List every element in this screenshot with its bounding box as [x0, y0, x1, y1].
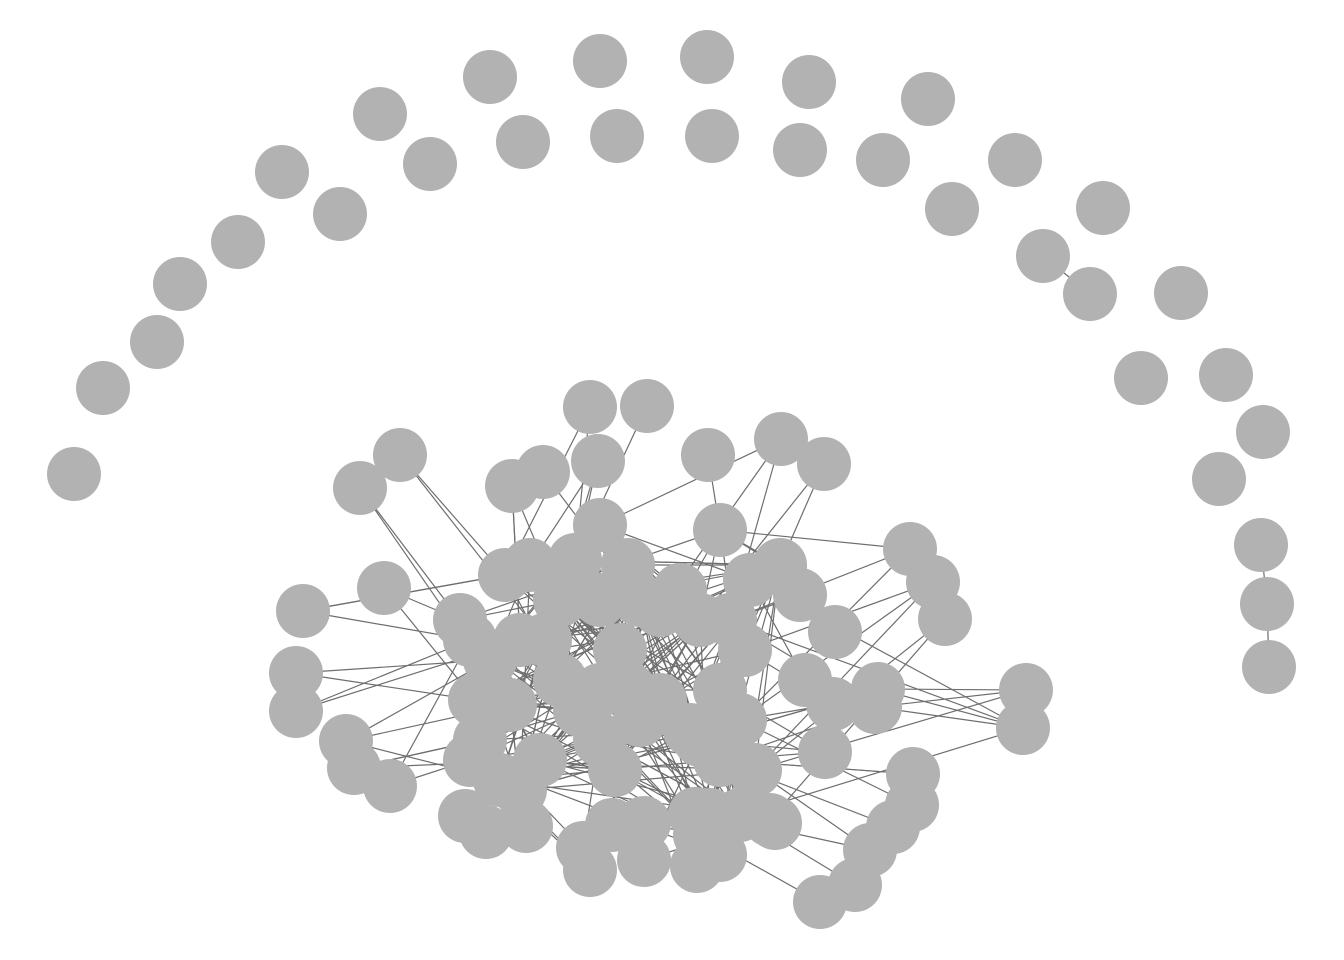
isolated-node: [1114, 351, 1168, 405]
graph-node: [797, 437, 851, 491]
graph-node: [713, 693, 767, 747]
isolated-node: [463, 50, 517, 104]
graph-node: [886, 747, 940, 801]
graph-node: [633, 583, 687, 637]
isolated-node: [1076, 181, 1130, 235]
isolated-node: [573, 34, 627, 88]
graph-node: [478, 548, 532, 602]
isolated-node: [988, 133, 1042, 187]
isolated-node: [255, 145, 309, 199]
graph-node: [433, 593, 487, 647]
isolated-node: [47, 447, 101, 501]
graph-node: [276, 584, 330, 638]
graph-node: [806, 677, 860, 731]
graph-node: [603, 663, 657, 717]
graph-node: [808, 605, 862, 659]
graph-node: [373, 428, 427, 482]
isolated-node: [76, 361, 130, 415]
isolated-node: [680, 30, 734, 84]
graph-node: [563, 843, 617, 897]
graph-node: [793, 875, 847, 929]
graph-node: [617, 796, 671, 850]
graph-node: [848, 680, 902, 734]
graph-node: [516, 445, 570, 499]
graph-node: [728, 743, 782, 797]
isolated-node: [782, 55, 836, 109]
graph-node: [513, 733, 567, 787]
isolated-node: [130, 315, 184, 369]
graph-edge: [345, 659, 491, 742]
graph-node: [499, 799, 553, 853]
graph-node: [269, 646, 323, 700]
graph-node: [668, 787, 722, 841]
isolated-node: [1242, 640, 1296, 694]
graph-edge: [754, 581, 934, 771]
graph-node: [718, 623, 772, 677]
isolated-node: [1199, 348, 1253, 402]
isolated-node: [685, 109, 739, 163]
isolated-node: [1240, 577, 1294, 631]
graph-node: [753, 540, 807, 594]
graph-node: [620, 379, 674, 433]
isolated-node: [313, 187, 367, 241]
graph-node: [459, 805, 513, 859]
graph-node: [357, 561, 411, 615]
graph-node: [571, 434, 625, 488]
isolated-node: [1192, 452, 1246, 506]
isolated-node: [856, 133, 910, 187]
isolated-node: [211, 215, 265, 269]
isolated-node: [901, 72, 955, 126]
graph-node: [563, 380, 617, 434]
graph-node: [483, 678, 537, 732]
graph-edge: [359, 487, 461, 621]
isolated-node: [403, 137, 457, 191]
graph-nodes: [47, 30, 1296, 929]
isolated-node: [590, 109, 644, 163]
graph-node: [573, 573, 627, 627]
isolated-node: [925, 182, 979, 236]
graph-node: [670, 839, 724, 893]
graph-edge: [295, 672, 476, 701]
graph-node: [269, 684, 323, 738]
graph-edge: [719, 529, 911, 550]
graph-node: [693, 503, 747, 557]
graph-edge: [399, 454, 546, 641]
isolated-node: [1063, 267, 1117, 321]
graph-node: [681, 428, 735, 482]
isolated-node: [496, 115, 550, 169]
graph-node: [617, 833, 671, 887]
graph-node: [333, 461, 387, 515]
graph-node: [996, 701, 1050, 755]
isolated-node: [1016, 229, 1070, 283]
isolated-node: [1154, 266, 1208, 320]
graph-edge: [389, 639, 471, 787]
isolated-node: [153, 257, 207, 311]
graph-node: [754, 412, 808, 466]
graph-node: [363, 759, 417, 813]
graph-node: [553, 683, 607, 737]
graph-node: [748, 796, 802, 850]
graph-node: [798, 725, 852, 779]
graph-node: [588, 743, 642, 797]
graph-edge: [295, 639, 471, 712]
isolated-node: [353, 87, 407, 141]
graph-node: [918, 592, 972, 646]
isolated-node: [773, 123, 827, 177]
isolated-node: [1234, 518, 1288, 572]
graph-edge: [599, 438, 782, 526]
graph-edge: [699, 463, 825, 621]
isolated-node: [1236, 405, 1290, 459]
